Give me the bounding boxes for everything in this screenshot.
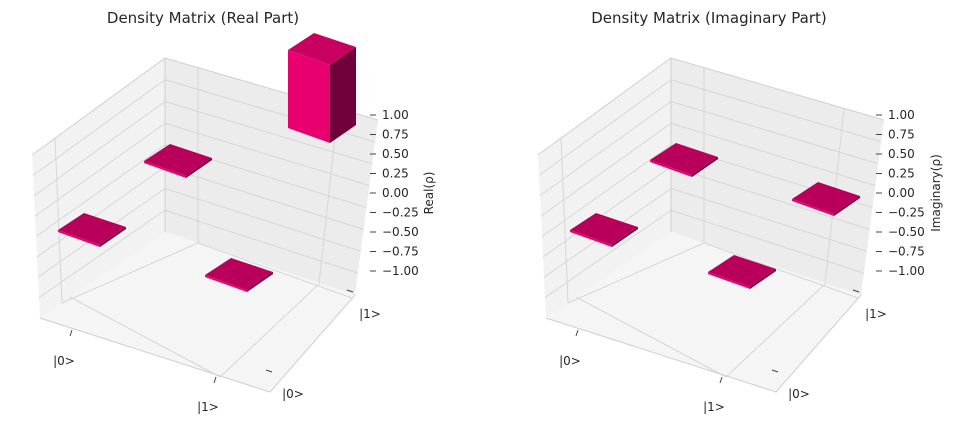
chart-title-imag: Density Matrix (Imaginary Part) — [591, 9, 827, 27]
bar-edge — [58, 230, 100, 247]
bar-edge — [100, 227, 126, 247]
bars-imag — [570, 143, 860, 289]
bar-edge — [612, 227, 638, 247]
z-tick-label: −0.25 — [888, 206, 925, 220]
chart-title-real: Density Matrix (Real Part) — [107, 9, 299, 27]
z-tick-label: 1.00 — [888, 108, 915, 122]
z-tick-label: −0.75 — [888, 245, 925, 259]
z-tick-label: 0.50 — [888, 147, 915, 161]
x-axis-ticks-real: |0> |1> — [53, 329, 219, 414]
bar-edge — [144, 161, 186, 178]
y-tick-label: |1> — [359, 307, 381, 321]
z-axis-label-imag: Imaginary(ρ) — [929, 154, 943, 232]
y-tick-label: |1> — [865, 307, 887, 321]
bar-edge — [750, 269, 776, 289]
y-tick-label: |0> — [282, 387, 304, 401]
z-tick-label: −0.25 — [382, 206, 419, 220]
z-tick-label: 0.75 — [888, 128, 915, 142]
bar-edge — [692, 157, 718, 177]
panel-imag: Density Matrix (Imaginary Part) 1.00 0.75… — [537, 9, 943, 414]
bar-flat — [792, 182, 860, 214]
bar-edge — [205, 275, 247, 292]
x-tick-label: |1> — [703, 400, 725, 414]
bar-top-face — [288, 33, 356, 65]
z-tick-label: −0.75 — [382, 245, 419, 259]
z-axis-label-real: Real(ρ) — [422, 172, 436, 215]
bar-edge — [247, 272, 273, 292]
z-tick-label: 1.00 — [382, 108, 409, 122]
bar-side-face — [330, 47, 356, 143]
z-tick-label: 0.00 — [888, 186, 915, 200]
z-tick-label: 0.00 — [382, 186, 409, 200]
z-tick-label: 0.75 — [382, 128, 409, 142]
z-tick-label: −1.00 — [888, 264, 925, 278]
z-axis-ticks-real: 1.00 0.75 0.50 0.25 0.00 −0.25 −0.50 −0.75 −1.00 — [370, 108, 419, 278]
y-tick-label: |0> — [788, 387, 810, 401]
x-tick-label: |0> — [559, 354, 581, 368]
bar-flat — [650, 143, 718, 175]
bar-front-face — [288, 50, 330, 143]
bar-flat — [144, 144, 212, 176]
bar-edge — [834, 196, 860, 216]
panel-real: Density Matrix (Real Part) 1.00 0.75 0.50 0… — [31, 9, 436, 414]
y-axis-ticks-imag: |1> |0> — [771, 289, 887, 401]
bar-edge — [792, 199, 834, 216]
axes-box-imag — [537, 57, 885, 393]
z-tick-label: −0.50 — [382, 225, 419, 239]
bar-flat — [570, 213, 638, 245]
bar-flat — [58, 213, 126, 245]
bar-flat — [205, 258, 273, 290]
z-tick-label: −1.00 — [382, 264, 419, 278]
bars-real — [58, 33, 356, 292]
x-tick-label: |1> — [197, 400, 219, 414]
z-tick-label: 0.50 — [382, 147, 409, 161]
bar-edge — [650, 160, 692, 177]
z-tick-label: 0.25 — [888, 167, 915, 181]
z-tick-label: −0.50 — [888, 225, 925, 239]
z-tick-label: 0.25 — [382, 167, 409, 181]
bar-edge — [186, 158, 212, 178]
x-tick-label: |0> — [53, 354, 75, 368]
z-axis-ticks-imag: 1.00 0.75 0.50 0.25 0.00 −0.25 −0.50 −0.75 −1.00 — [876, 108, 925, 278]
x-axis-ticks-imag: |0> |1> — [559, 329, 725, 414]
bar-flat — [708, 255, 776, 287]
bar-edge — [570, 230, 612, 247]
y-axis-ticks-real: |1> |0> — [265, 289, 381, 401]
bar-edge — [708, 272, 750, 289]
